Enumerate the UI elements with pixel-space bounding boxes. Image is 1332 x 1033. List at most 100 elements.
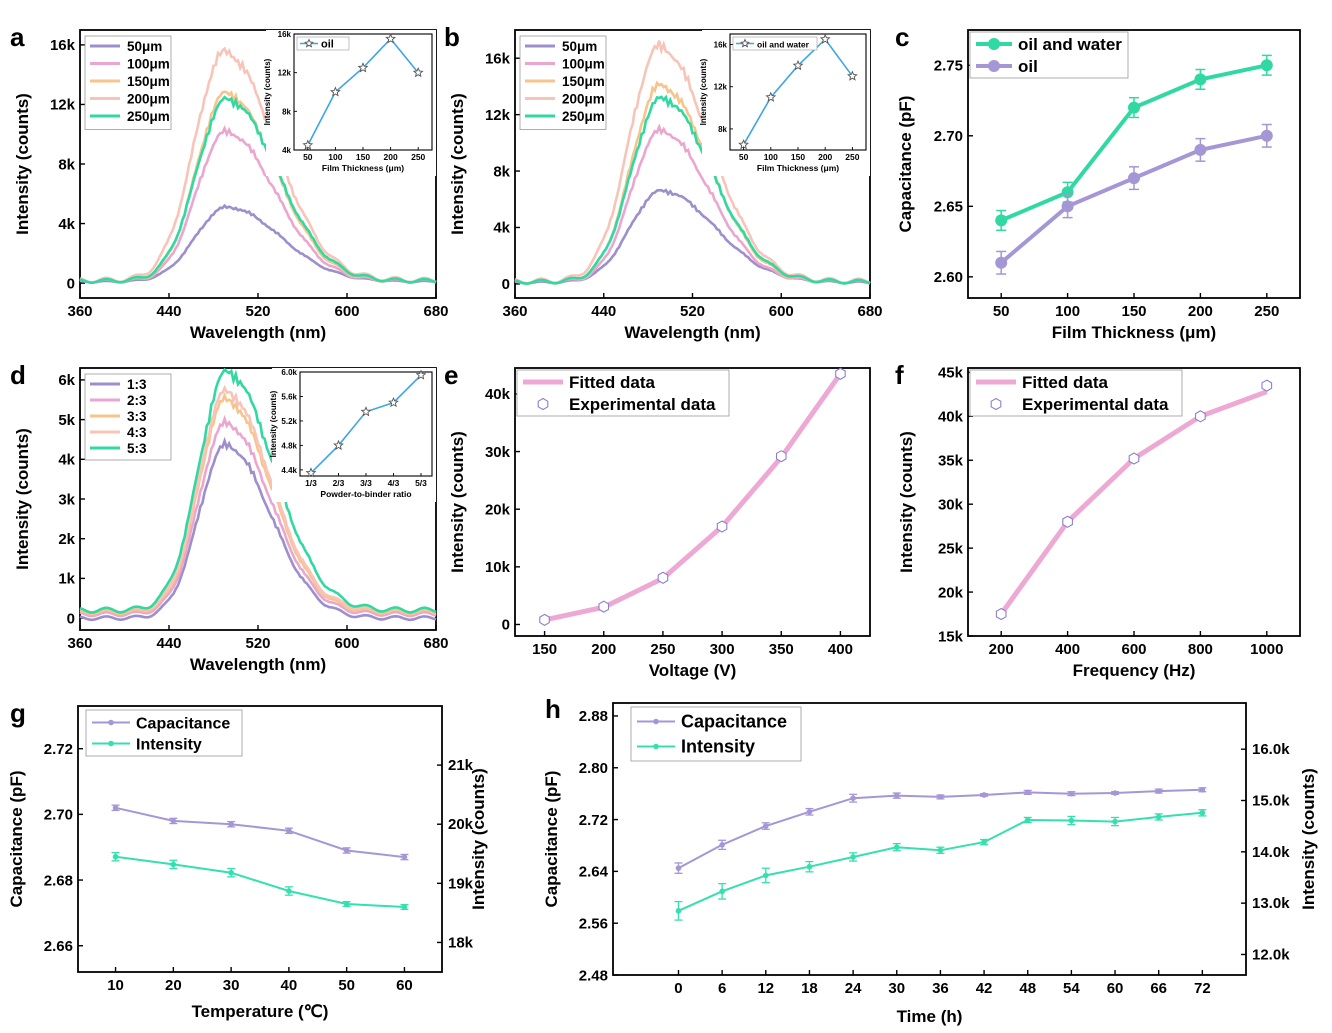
y-axis-label: Intensity (counts): [448, 431, 467, 573]
experimental-point: [539, 613, 550, 627]
legend-label: Experimental data: [569, 395, 716, 414]
experimental-point: [1062, 515, 1073, 528]
y-axis-label: Capacitance (pF): [542, 771, 561, 908]
y-tick-label: 2k: [58, 531, 75, 548]
y-tick-label: 2.66: [44, 938, 73, 955]
legend-label: 5:3: [127, 441, 147, 456]
legend-label: 200μm: [127, 92, 170, 107]
y-tick-label: 45k: [938, 365, 964, 382]
x-tick-label: 50: [338, 977, 355, 994]
y-tick-label: 4k: [58, 216, 75, 233]
data-point: [850, 795, 856, 801]
data-point: [981, 792, 987, 798]
legend-label: 3:3: [127, 409, 147, 424]
y-tick-label: 5k: [58, 412, 75, 429]
y2-tick-label: 20k: [448, 816, 474, 833]
x-tick-label: 30: [223, 977, 240, 994]
series-line-1: [999, 133, 1268, 265]
panel-letter: a: [10, 22, 25, 52]
inset-point: [305, 467, 317, 478]
x-tick-label: 400: [1055, 641, 1080, 658]
y-tick-label: 2.56: [579, 915, 608, 932]
inset-point: [765, 91, 777, 102]
y-tick-label: 3k: [58, 491, 75, 508]
data-point: [719, 888, 725, 895]
inset-x-tick-label: 250: [845, 152, 859, 162]
data-point: [981, 839, 987, 845]
x-tick-label: 400: [828, 641, 853, 658]
y2-tick-label: 13.0k: [1252, 895, 1290, 912]
y-tick-label: 30k: [938, 496, 964, 513]
panel-a: a 360 440 520 600 680 0 4k 8k 12k 16k Wavelength (n…: [10, 22, 449, 342]
x-tick-label: 360: [502, 303, 527, 320]
legend-label: Fitted data: [569, 373, 655, 392]
legend-marker: [653, 743, 659, 750]
legend-label: 100μm: [127, 57, 170, 72]
data-point: [762, 872, 769, 879]
y2-axis-label: Intensity (counts): [1299, 768, 1318, 910]
y-tick-label: 2.68: [44, 872, 73, 889]
legend-label: 50μm: [127, 39, 162, 54]
x-tick-label: 440: [591, 303, 616, 320]
panel-letter: g: [10, 698, 26, 728]
y-tick-label: 30k: [485, 444, 511, 461]
panel-b: b 360 440 520 600 680 0 4k 8k 12k 16k Wavelength (n…: [444, 22, 883, 342]
y-tick-label: 0: [67, 610, 75, 627]
y-tick-label: 2.80: [579, 760, 608, 777]
y2-axis-label: Intensity (counts): [469, 768, 488, 910]
x-tick-label: 54: [1063, 980, 1080, 997]
x-tick-label: 150: [1121, 303, 1146, 320]
data-point: [1068, 817, 1075, 824]
y-tick-label: 20k: [938, 584, 964, 601]
inset-y-tick-label: 16k: [714, 41, 728, 50]
legend-label: oil and water: [1018, 35, 1122, 54]
legend-label: 50μm: [562, 39, 597, 54]
data-point: [1194, 143, 1207, 156]
plot-frame: [77, 705, 443, 973]
y-tick-label: 15k: [938, 628, 964, 645]
inset-legend-box: [296, 36, 350, 51]
experimental-point: [775, 450, 787, 463]
y2-tick-label: 15.0k: [1252, 793, 1290, 810]
data-point: [1260, 129, 1273, 142]
y-tick-label: 6k: [58, 372, 75, 389]
series-line-4: [514, 94, 871, 285]
inset-x-tick-label: 50: [739, 152, 749, 162]
y-tick-label: 2.72: [44, 741, 73, 758]
legend-marker: [537, 397, 549, 411]
x-tick-label: 600: [334, 635, 359, 652]
y-tick-label: 12k: [485, 107, 511, 124]
data-point: [1155, 788, 1162, 794]
inset-x-tick-label: 2/3: [333, 478, 345, 488]
x-tick-label: 360: [67, 303, 92, 320]
data-point: [937, 847, 944, 854]
inset-legend-label: oil and water: [757, 40, 810, 50]
data-point: [850, 854, 856, 860]
series-line-0: [79, 203, 437, 284]
series-line-0: [115, 806, 405, 859]
y-tick-label: 2.72: [579, 812, 608, 829]
inset-x-tick-label: 200: [818, 152, 832, 162]
legend-label: 1:3: [127, 377, 147, 392]
inset-x-tick-label: 100: [764, 152, 778, 162]
legend-label: 250μm: [562, 109, 605, 124]
inset-y-tick-label: 6.0k: [281, 368, 297, 377]
inset-legend-label: oil: [321, 39, 334, 51]
data-point: [675, 908, 682, 914]
data-point: [995, 256, 1008, 269]
y-tick-label: 1k: [58, 571, 75, 588]
data-point: [719, 842, 725, 848]
data-point: [893, 844, 900, 851]
data-point: [675, 865, 682, 871]
y-tick-label: 2.64: [579, 864, 609, 881]
data-point: [228, 821, 234, 828]
legend-label: 100μm: [562, 57, 605, 72]
panel-d: d 360 440 520 600 680 0 1k 2k 3k 4k 5k 6k Wavelength …: [10, 360, 449, 674]
y-tick-label: 2.65: [934, 199, 963, 216]
y-tick-label: 8k: [58, 156, 75, 173]
inset-background: [272, 368, 436, 502]
inset-chart: 50 100 150 200 250 8k 12k 16k Film Thickness (μm…: [699, 30, 870, 176]
x-tick-label: 0: [674, 980, 682, 997]
legend-label: Fitted data: [1022, 373, 1108, 392]
inset-point: [412, 67, 424, 78]
